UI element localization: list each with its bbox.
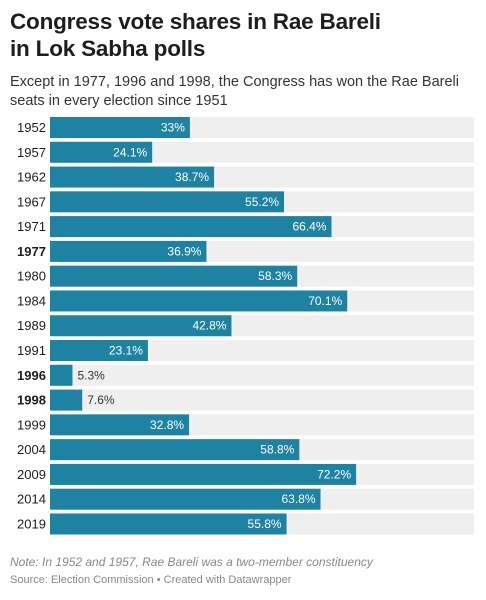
value-label: 58.3% [258,269,292,283]
bar-chart: 1952 33% 1957 24.1% 1962 38.7% 1967 55.2% 1971 66… [17,117,474,535]
category-label: 1977 [17,244,46,259]
category-label: 1991 [17,343,46,358]
chart-subtitle: Except in 1977, 1996 and 1998, the Congr… [10,74,459,109]
value-label: 7.6% [87,393,115,407]
bar [50,315,232,337]
bar [50,414,190,436]
bar [50,290,348,312]
category-label: 1999 [17,417,46,432]
value-label: 23.1% [109,344,143,358]
bar-row: 1996 5.3% [17,364,474,386]
chart-title-line-2: in Lok Sabha polls [10,36,206,61]
category-label: 2019 [17,516,46,531]
category-label: 1980 [17,269,46,284]
bar [50,166,215,188]
bar [50,240,207,262]
category-label: 2009 [17,467,46,482]
value-label: 63.8% [281,492,315,506]
bar [50,216,332,238]
value-label: 33% [161,121,185,135]
value-label: 55.2% [245,195,279,209]
value-label: 32.8% [150,418,184,432]
bar-row: 1957 24.1% [17,141,474,163]
value-label: 42.8% [192,319,226,333]
bar [50,389,83,411]
category-label: 1952 [17,120,46,135]
bar-row: 2019 55.8% [17,513,474,535]
chart-title: Congress vote shares in Rae Bareli in Lo… [10,8,480,62]
bar [50,117,190,138]
chart-title-line-1: Congress vote shares in Rae Bareli [10,9,381,34]
category-label: 1989 [17,318,46,333]
bar-row: 2009 72.2% [17,463,474,485]
value-label: 66.4% [293,220,327,234]
bar [50,191,285,213]
bar-row: 1984 70.1% [17,290,474,312]
chart-source: Source: Election Commission • Created wi… [10,574,292,586]
category-label: 1967 [17,194,46,209]
bar [50,488,321,510]
category-label: 1984 [17,293,46,308]
bar-track [50,141,474,163]
value-label: 70.1% [308,294,342,308]
bar-row: 1967 55.2% [17,191,474,213]
value-label: 55.8% [248,517,282,531]
bar-row: 1980 58.3% [17,265,474,287]
bar [50,141,153,163]
value-label: 36.9% [167,244,201,258]
bar [50,463,357,485]
bar-row: 2004 58.8% [17,439,474,461]
category-label: 1957 [17,145,46,160]
chart-note: Note: In 1952 and 1957, Rae Bareli was a… [10,555,373,569]
category-label: 1998 [17,393,46,408]
value-label: 72.2% [317,467,351,481]
bar-track [50,340,474,362]
value-label: 24.1% [113,145,147,159]
category-label: 1962 [17,170,46,185]
value-label: 5.3% [77,368,105,382]
bar [50,265,298,287]
bar-row: 1999 32.8% [17,414,474,436]
bar-row: 1991 23.1% [17,340,474,362]
bar [50,340,148,362]
bar-row: 1952 33% [17,117,474,138]
value-label: 58.8% [260,443,294,457]
bar-track [50,389,474,411]
bar-row: 1971 66.4% [17,216,474,238]
bar-row: 2014 63.8% [17,488,474,510]
category-label: 2004 [17,442,46,457]
category-label: 1996 [17,368,46,383]
bar-track [50,364,474,386]
category-label: 2014 [17,492,46,507]
bar-row: 1962 38.7% [17,166,474,188]
category-label: 1971 [17,219,46,234]
bar [50,439,300,461]
bar-row: 1977 36.9% [17,240,474,262]
bar-row: 1998 7.6% [17,389,474,411]
bar [50,513,287,535]
value-label: 38.7% [175,170,209,184]
bar [50,364,73,386]
bar-row: 1989 42.8% [17,315,474,337]
